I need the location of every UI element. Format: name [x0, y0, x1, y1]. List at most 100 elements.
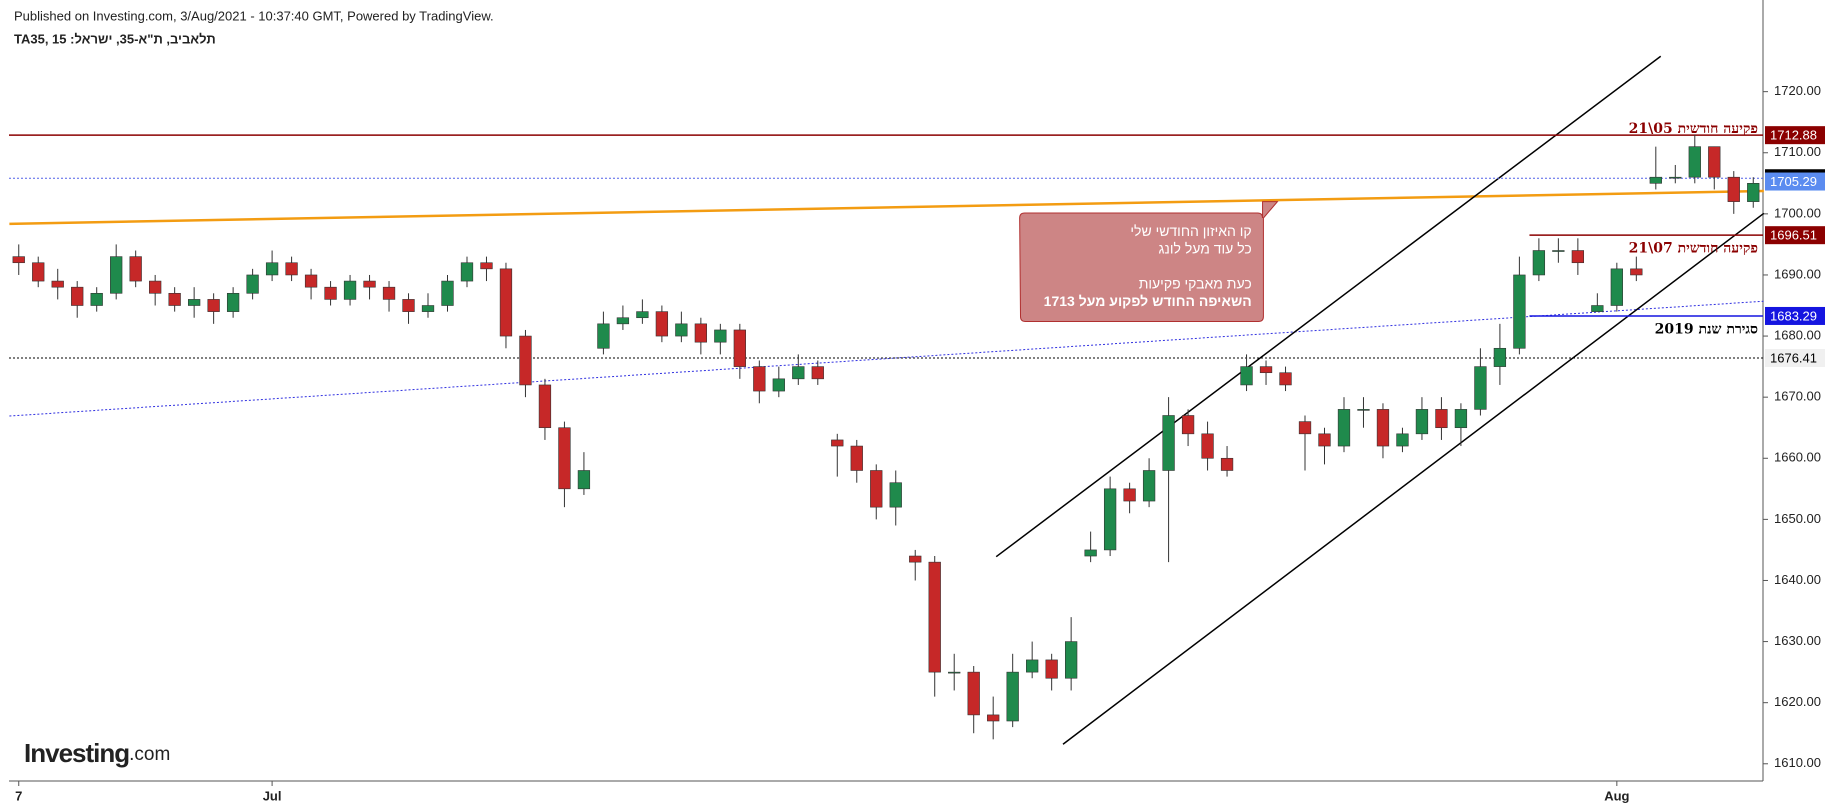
level-label: 1676.41	[1770, 350, 1817, 365]
channel-upper	[995, 55, 1662, 558]
candle-body	[285, 262, 298, 276]
candle-body	[1493, 347, 1507, 367]
candle-body	[811, 366, 824, 380]
candle-body	[850, 445, 863, 471]
candle-body	[1513, 274, 1526, 349]
candle-body	[1318, 433, 1331, 447]
candle-body	[1669, 176, 1682, 179]
candle-body	[870, 470, 883, 508]
logo: Investing.com	[24, 738, 170, 768]
y-tick-label: 1670.00	[1774, 389, 1821, 404]
candle-body	[382, 286, 396, 300]
annotation: פקיעה חודשית 07\21	[1629, 240, 1758, 256]
candle-body	[597, 323, 610, 349]
candle-body	[577, 470, 591, 490]
candle-body	[1688, 146, 1701, 178]
candle-body	[1142, 470, 1156, 502]
candle-body	[558, 427, 571, 490]
candle-body	[1162, 415, 1175, 471]
candle-body	[1259, 366, 1273, 374]
y-tick-label: 1700.00	[1774, 205, 1821, 220]
candle-body	[246, 274, 259, 294]
candle-body	[32, 262, 45, 282]
candle-body	[129, 256, 142, 282]
logo-name: Investing	[24, 738, 129, 768]
candle-body	[460, 262, 474, 282]
candle-body	[1571, 250, 1585, 264]
candle-body	[655, 311, 669, 337]
x-tick-label: 7	[15, 788, 22, 803]
candle-body	[987, 714, 1000, 722]
y-tick-label: 1660.00	[1774, 450, 1821, 465]
candle-body	[538, 384, 552, 429]
y-tick-label: 1630.00	[1774, 633, 1821, 648]
level-label: 1696.51	[1770, 228, 1817, 243]
x-tick-label: Aug	[1604, 788, 1629, 803]
candle-body	[1201, 433, 1214, 459]
y-tick-label: 1650.00	[1774, 511, 1821, 526]
candle-body	[519, 335, 532, 386]
candle-body	[772, 378, 785, 392]
candle-body	[1084, 549, 1097, 557]
candle-body	[909, 555, 922, 563]
callout-text: כעת מאבקי פקיעות	[1139, 275, 1252, 291]
candle-body	[1220, 457, 1234, 471]
candle-body	[1415, 409, 1429, 435]
candle-body	[753, 366, 766, 392]
level-label-box	[1765, 126, 1825, 145]
candle-body	[207, 299, 220, 312]
candle-body	[499, 268, 513, 337]
candle-body	[1630, 268, 1643, 276]
candle-body	[343, 280, 357, 300]
level-label-box	[1765, 226, 1825, 245]
candle-body	[675, 323, 688, 337]
callout-box	[1019, 201, 1279, 322]
candle-body	[226, 292, 240, 312]
candle-body	[889, 482, 902, 508]
callout-text: כל עוד מעל לונג	[1159, 240, 1252, 256]
level-label: 1712.88	[1770, 128, 1817, 143]
candle-body	[265, 262, 279, 276]
dotted-trend-line	[9, 300, 1764, 417]
level-label-box	[1765, 172, 1825, 191]
candle-body	[90, 292, 103, 306]
candle-body	[733, 329, 746, 367]
candle-body	[1474, 366, 1487, 410]
y-tick-label: 1680.00	[1774, 328, 1821, 343]
candle-body	[714, 329, 727, 343]
candle-body	[1064, 641, 1078, 679]
symbol-title: TA35, 15 :תלאביב, ת"א-35, ישראל	[14, 31, 216, 46]
candle-body	[1181, 415, 1195, 435]
candle-body	[1006, 671, 1019, 722]
candle-body	[1123, 488, 1136, 502]
level-label: 1705.29	[1770, 174, 1817, 189]
candle-body	[363, 280, 376, 288]
channel-lower	[1062, 212, 1765, 745]
y-tick-label: 1720.00	[1774, 83, 1821, 98]
candle-body	[12, 256, 25, 264]
candle-body	[1045, 659, 1058, 679]
candle-body	[1026, 659, 1039, 673]
y-tick-label: 1690.00	[1774, 266, 1821, 281]
annotation: סגירת שנת 2019	[1655, 321, 1758, 337]
level-label-box	[1765, 348, 1825, 367]
callout-text: קו האיזון החודשי שלי	[1130, 223, 1251, 239]
logo-suffix: .com	[129, 744, 170, 765]
candle-body	[967, 671, 980, 716]
candle-body	[1279, 372, 1292, 386]
candle-body	[421, 305, 435, 312]
candle-body	[1376, 409, 1390, 447]
published-note: Published on Investing.com, 3/Aug/2021 -…	[14, 8, 494, 23]
candle-body	[168, 292, 181, 306]
candle-body	[1298, 421, 1312, 435]
callout-text: השאיפה החודש לפקוע מעל 1713	[1044, 293, 1252, 309]
candle-body	[1435, 409, 1448, 429]
orange-balance-line	[9, 189, 1764, 226]
y-tick-label: 1620.00	[1774, 694, 1821, 709]
candle-body	[110, 256, 123, 294]
level-label-box	[1765, 306, 1825, 325]
y-tick-label: 1640.00	[1774, 572, 1821, 587]
candle-body	[1396, 433, 1409, 447]
x-tick-label: Jul	[263, 788, 282, 803]
candle-body	[792, 366, 805, 380]
